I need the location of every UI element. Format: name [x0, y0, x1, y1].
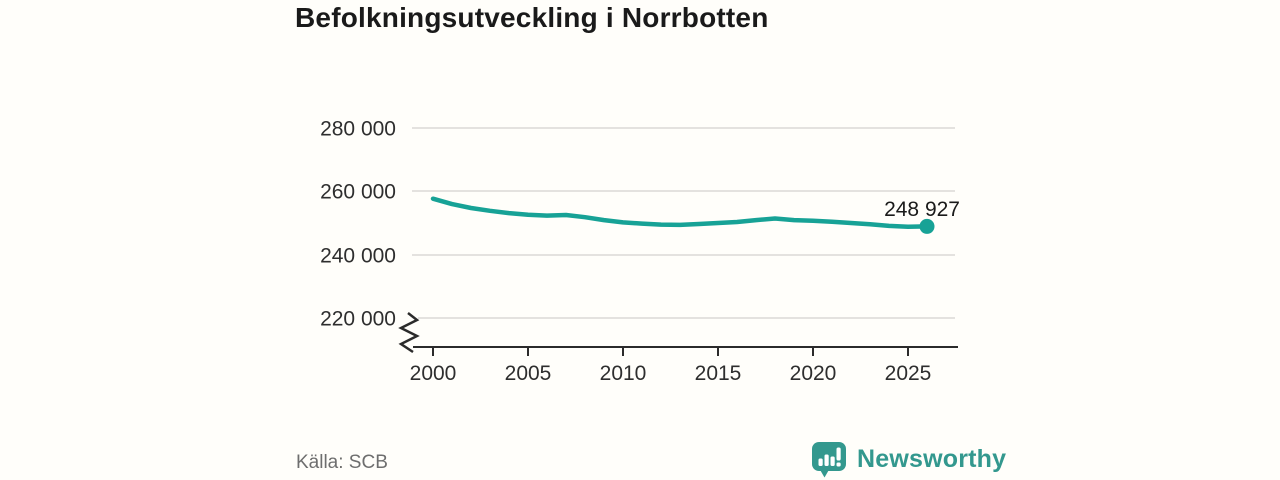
x-tick-label: 2000 [410, 362, 457, 385]
y-tick-label: 260 000 [320, 180, 396, 203]
newsworthy-wordmark: Newsworthy [857, 444, 1007, 473]
x-tick-label: 2025 [885, 362, 932, 385]
newsworthy-logo[interactable]: Newsworthy [810, 440, 1006, 478]
population-line-chart: 280 000 260 000 240 000 220 000 2000 200… [320, 117, 960, 385]
x-axis: 2000 2005 2010 2015 2020 2025 [398, 312, 958, 385]
x-tick-label: 2015 [695, 362, 742, 385]
axis-break-zigzag-icon [398, 312, 420, 354]
end-point-marker [919, 218, 935, 234]
end-value-label: 248 927 [884, 198, 960, 221]
y-axis-labels: 280 000 260 000 240 000 220 000 [320, 117, 396, 330]
source-credit: Källa: SCB [296, 452, 388, 473]
y-tick-label: 240 000 [320, 244, 396, 267]
y-tick-label: 280 000 [320, 117, 396, 140]
x-axis-ticks [432, 347, 909, 356]
bar-chart-speech-bubble-icon [812, 442, 846, 478]
page-title: Befolkningsutveckling i Norrbotten [295, 2, 769, 33]
x-tick-label: 2010 [600, 362, 647, 385]
x-axis-labels: 2000 2005 2010 2015 2020 2025 [410, 362, 932, 385]
population-line-series [430, 196, 930, 230]
x-tick-label: 2020 [790, 362, 837, 385]
x-tick-label: 2005 [505, 362, 552, 385]
gridlines [412, 127, 955, 319]
y-tick-label: 220 000 [320, 307, 396, 330]
